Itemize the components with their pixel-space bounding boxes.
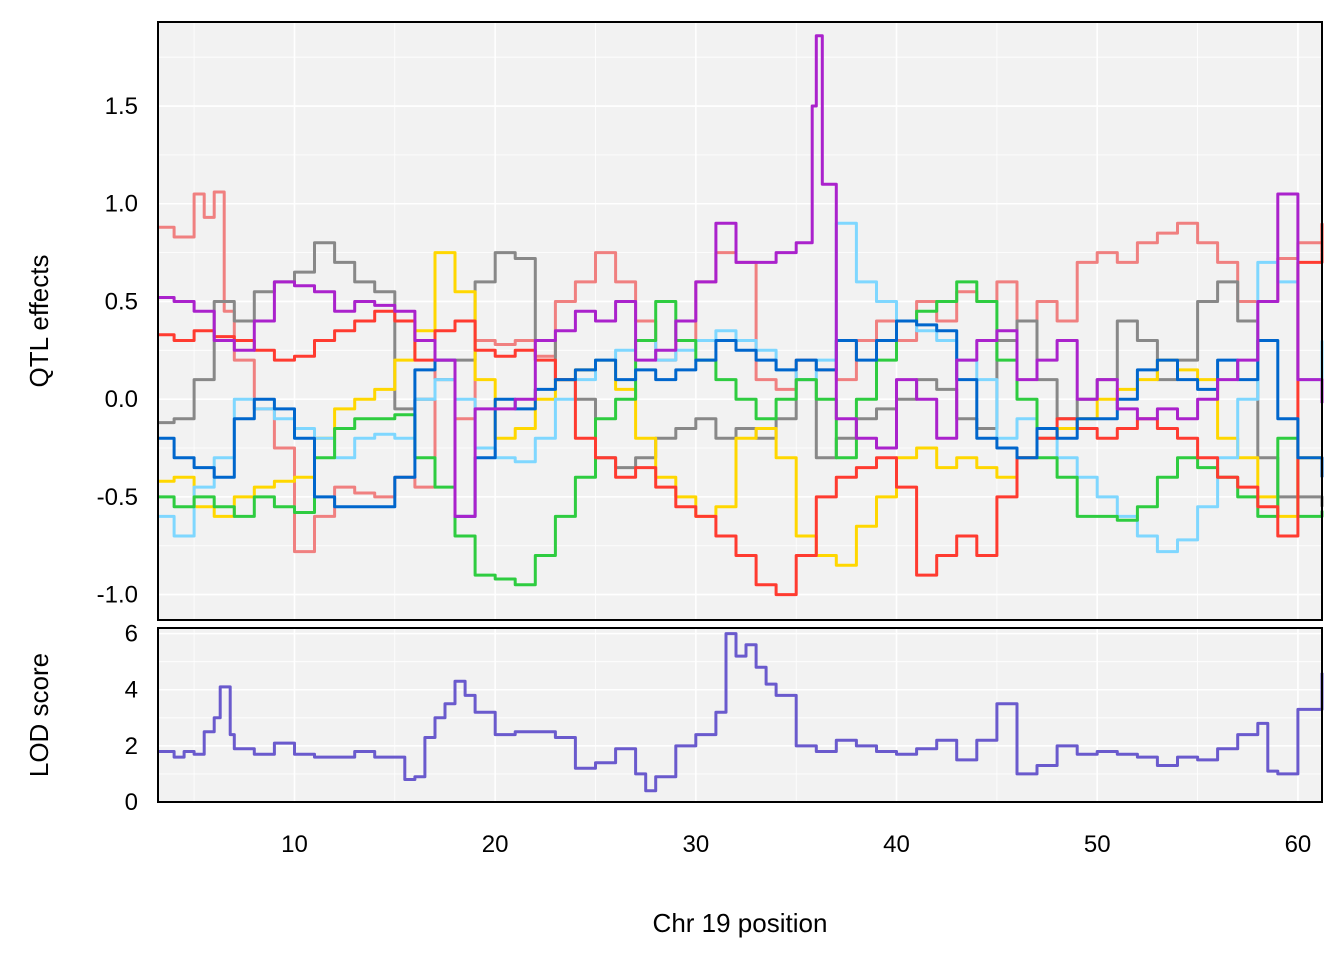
qtl-effects-y-axis-label: QTL effects	[24, 255, 54, 388]
qtl-effects-y-tick-labels: -1.0 -0.5 0.0 0.5 1.0 1.5	[97, 93, 138, 609]
qtl-effects-frame	[157, 21, 1323, 621]
series-line-effect-1	[158, 241, 1324, 507]
lod-series	[158, 632, 1324, 793]
x-tick-label: 20	[482, 831, 509, 858]
y-tick-label: 0.5	[105, 288, 138, 315]
qtl-effects-panel: -1.0 -0.5 0.0 0.5 1.0 1.5 QTL effects	[24, 21, 1324, 621]
lod-frame	[157, 627, 1323, 803]
series-line-effect-5	[158, 223, 1324, 597]
x-axis-label: Chr 19 position	[653, 908, 828, 938]
x-tick-label: 30	[682, 831, 709, 858]
lod-plot-background	[158, 628, 1322, 802]
y-tick-label: 6	[125, 621, 138, 648]
x-tick-label: 50	[1084, 831, 1111, 858]
lod-y-tick-labels: 0 2 4 6	[125, 621, 138, 816]
lod-y-axis-label: LOD score	[24, 653, 54, 777]
x-tick-label: 10	[281, 831, 308, 858]
y-tick-label: 4	[125, 677, 138, 704]
series-line-lod-0	[158, 632, 1324, 793]
y-tick-label: 2	[125, 733, 138, 760]
y-tick-label: 1.0	[105, 191, 138, 218]
series-line-effect-7	[158, 34, 1324, 518]
x-tick-labels: 10 20 30 40 50 60	[281, 831, 1311, 858]
y-tick-label: 0	[125, 789, 138, 816]
y-tick-label: -1.0	[97, 582, 138, 609]
qtl-effects-plot-background	[158, 22, 1322, 620]
y-tick-label: 0.0	[105, 386, 138, 413]
series-line-effect-4	[158, 280, 1324, 587]
x-tick-label: 60	[1285, 831, 1312, 858]
y-tick-label: 1.5	[105, 93, 138, 120]
series-line-effect-6	[158, 319, 1324, 518]
y-tick-label: -0.5	[97, 484, 138, 511]
lod-score-panel: 0 2 4 6 10 20 30 40 50 60 LOD score Chr 19 posit…	[24, 621, 1324, 938]
qtl-effects-series	[158, 34, 1324, 597]
x-tick-label: 40	[883, 831, 910, 858]
